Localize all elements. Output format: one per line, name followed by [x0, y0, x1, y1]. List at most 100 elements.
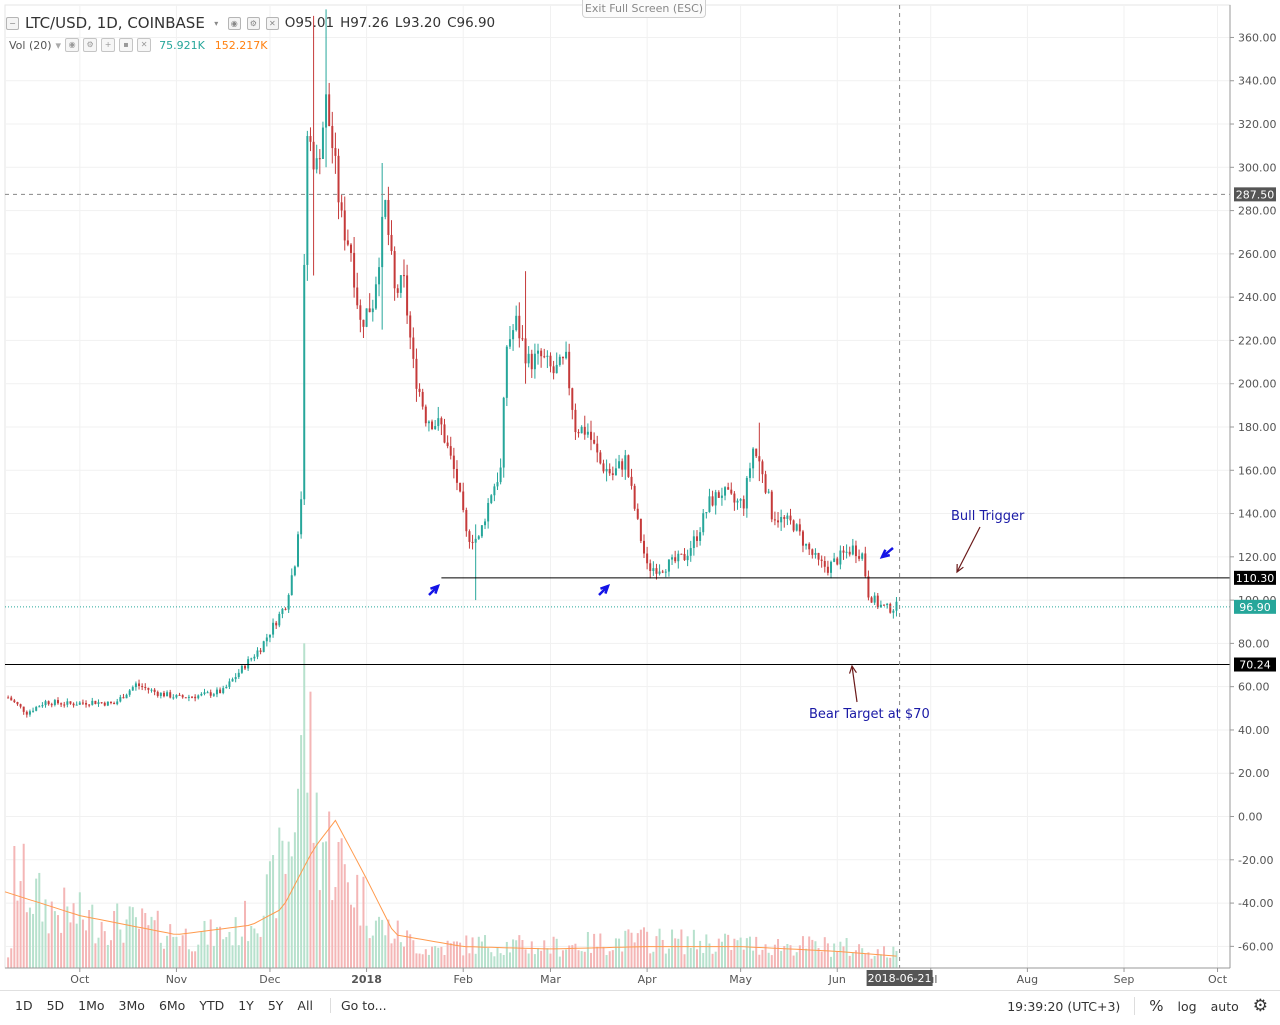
- volume-bar: [184, 928, 187, 968]
- range-button-6mo[interactable]: 6Mo: [158, 998, 186, 1013]
- volume-bar: [851, 952, 854, 968]
- candle-body: [702, 513, 705, 533]
- candle-body: [178, 694, 181, 696]
- volume-bar: [437, 947, 440, 968]
- chevron-down-icon[interactable]: ▾: [214, 18, 219, 28]
- x-tick-label: Dec: [259, 973, 280, 986]
- volume-bar: [78, 892, 81, 968]
- volume-bar: [35, 878, 38, 968]
- goto-button[interactable]: Go to...: [330, 998, 387, 1013]
- eye-icon[interactable]: ◉: [227, 16, 241, 30]
- candle-body: [636, 508, 639, 519]
- candle-body: [203, 692, 206, 694]
- volume-bar: [708, 943, 711, 968]
- volume-bar: [789, 945, 792, 968]
- candle-body: [777, 520, 780, 523]
- volume-bar: [452, 941, 455, 968]
- percent-scale-button[interactable]: %: [1149, 997, 1164, 1015]
- candle-body: [290, 575, 293, 596]
- chevron-down-icon[interactable]: ▾: [55, 38, 62, 52]
- volume-bar: [371, 935, 374, 968]
- support-price-tag: 70.24: [1239, 659, 1271, 672]
- volume-bar: [309, 691, 312, 968]
- range-button-3mo[interactable]: 3Mo: [118, 998, 145, 1013]
- volume-bar: [618, 938, 621, 968]
- minus-box-icon[interactable]: −: [6, 16, 19, 30]
- volume-bar: [91, 904, 94, 968]
- candle-body: [748, 468, 751, 478]
- candle-body: [56, 700, 59, 704]
- range-button-5y[interactable]: 5Y: [267, 998, 284, 1013]
- volume-bar: [702, 952, 705, 968]
- price-chart-svg[interactable]: 360.00 340.00 320.00 300.00 280.00 260.00 240.…: [0, 0, 1280, 990]
- close-icon[interactable]: ✕: [265, 16, 279, 30]
- settings-icon[interactable]: ⚙: [83, 38, 98, 52]
- volume-bar: [399, 942, 402, 968]
- candle-body: [412, 337, 415, 359]
- auto-scale-button[interactable]: auto: [1210, 998, 1239, 1014]
- volume-bar: [7, 957, 10, 968]
- plus-icon[interactable]: +: [101, 38, 116, 52]
- candle-body: [449, 446, 452, 456]
- candle-body: [814, 552, 817, 555]
- candle-body: [627, 455, 630, 477]
- volume-bar: [739, 937, 742, 968]
- log-scale-button[interactable]: log: [1177, 998, 1197, 1014]
- volume-bar: [674, 938, 677, 968]
- crosshair-price-tag-bg: [1234, 187, 1276, 202]
- eye-icon[interactable]: ◉: [65, 38, 80, 52]
- volume-bar: [630, 932, 633, 968]
- gear-icon[interactable]: ⚙: [1252, 996, 1268, 1016]
- candle-body: [674, 557, 677, 562]
- y-tick-label: 0.00: [1238, 811, 1263, 824]
- range-button-ytd[interactable]: YTD: [199, 998, 225, 1013]
- candle-body: [259, 650, 262, 652]
- volume-bar: [727, 934, 730, 968]
- candle-body: [28, 711, 31, 715]
- volume-bar: [125, 919, 128, 968]
- y-tick-label: 180.00: [1238, 421, 1277, 434]
- candle-body: [374, 284, 377, 309]
- volume-bar: [639, 929, 642, 968]
- volume-bar: [471, 937, 474, 968]
- candle-body: [371, 308, 374, 313]
- candle-body: [870, 597, 873, 603]
- candle-body: [19, 704, 22, 707]
- x-tick-label: Jun: [828, 973, 846, 986]
- more-icon[interactable]: ▪: [119, 38, 134, 52]
- range-button-1y[interactable]: 1Y: [238, 998, 254, 1013]
- volume-bar: [614, 938, 617, 968]
- candle-body: [518, 315, 521, 339]
- volume-indicator-label[interactable]: Vol (20): [9, 38, 52, 52]
- volume-bar: [533, 954, 536, 968]
- candle-body: [833, 558, 836, 562]
- volume-bar: [421, 954, 424, 968]
- volume-bar: [493, 956, 496, 968]
- range-button-1mo[interactable]: 1Mo: [78, 998, 105, 1013]
- range-button-all[interactable]: All: [297, 998, 313, 1013]
- volume-bar: [346, 882, 349, 968]
- volume-bar: [222, 939, 225, 968]
- candle-body: [499, 467, 502, 483]
- candle-body: [153, 689, 156, 692]
- volume-bar: [661, 939, 664, 968]
- last-price-tag: 96.90: [1239, 601, 1271, 614]
- close-icon[interactable]: ✕: [137, 38, 152, 52]
- candle-body: [664, 571, 667, 573]
- settings-icon[interactable]: ⚙: [246, 16, 260, 30]
- candle-body: [758, 456, 761, 462]
- candle-body: [325, 94, 328, 128]
- candle-body: [462, 491, 465, 511]
- range-button-1d[interactable]: 1D: [15, 998, 33, 1013]
- clock: 19:39:20 (UTC+3): [1007, 998, 1121, 1014]
- volume-bar: [508, 952, 511, 968]
- volume-bar: [303, 643, 306, 968]
- volume-bar: [733, 938, 736, 968]
- candle-body: [281, 608, 284, 614]
- range-button-5d[interactable]: 5D: [46, 998, 65, 1013]
- candle-body: [618, 461, 621, 469]
- volume-bar: [247, 941, 250, 968]
- volume-bar: [801, 936, 804, 968]
- exit-fullscreen-button[interactable]: Exit Full Screen (ESC): [582, 0, 706, 18]
